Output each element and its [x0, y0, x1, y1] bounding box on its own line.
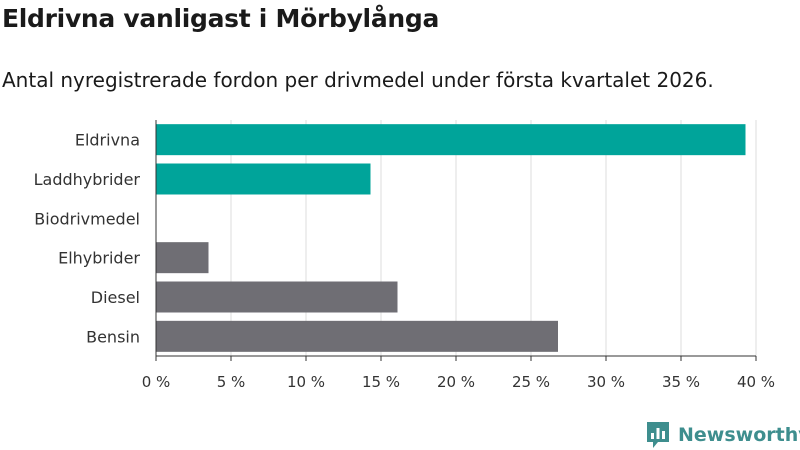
category-label: Elhybrider — [58, 249, 140, 268]
x-tick-label: 5 % — [217, 373, 246, 391]
category-label: Biodrivmedel — [34, 209, 140, 228]
newsworthy-logo: Newsworthy — [645, 420, 800, 450]
category-label: Diesel — [91, 288, 140, 307]
x-tick-label: 15 % — [362, 373, 400, 391]
bar-elhybrider — [156, 242, 209, 274]
x-tick-label: 10 % — [287, 373, 325, 391]
chart-subtitle: Antal nyregistrerade fordon per drivmede… — [2, 68, 714, 92]
x-tick-label: 40 % — [737, 373, 775, 391]
x-tick-label: 25 % — [512, 373, 550, 391]
bar-bensin — [156, 320, 558, 352]
bar-laddhybrider — [156, 163, 371, 195]
category-label: Eldrivna — [75, 131, 140, 150]
category-label: Bensin — [86, 327, 140, 346]
category-label: Laddhybrider — [34, 170, 141, 189]
bar-eldrivna — [156, 124, 746, 156]
x-tick-label: 20 % — [437, 373, 475, 391]
chart-title: Eldrivna vanligast i Mörbylånga — [2, 4, 440, 33]
bar-diesel — [156, 281, 398, 313]
x-tick-label: 0 % — [142, 373, 171, 391]
brand-name: Newsworthy — [678, 424, 800, 446]
newsworthy-logo-icon — [647, 422, 669, 448]
x-tick-label: 30 % — [587, 373, 625, 391]
x-tick-label: 35 % — [662, 373, 700, 391]
